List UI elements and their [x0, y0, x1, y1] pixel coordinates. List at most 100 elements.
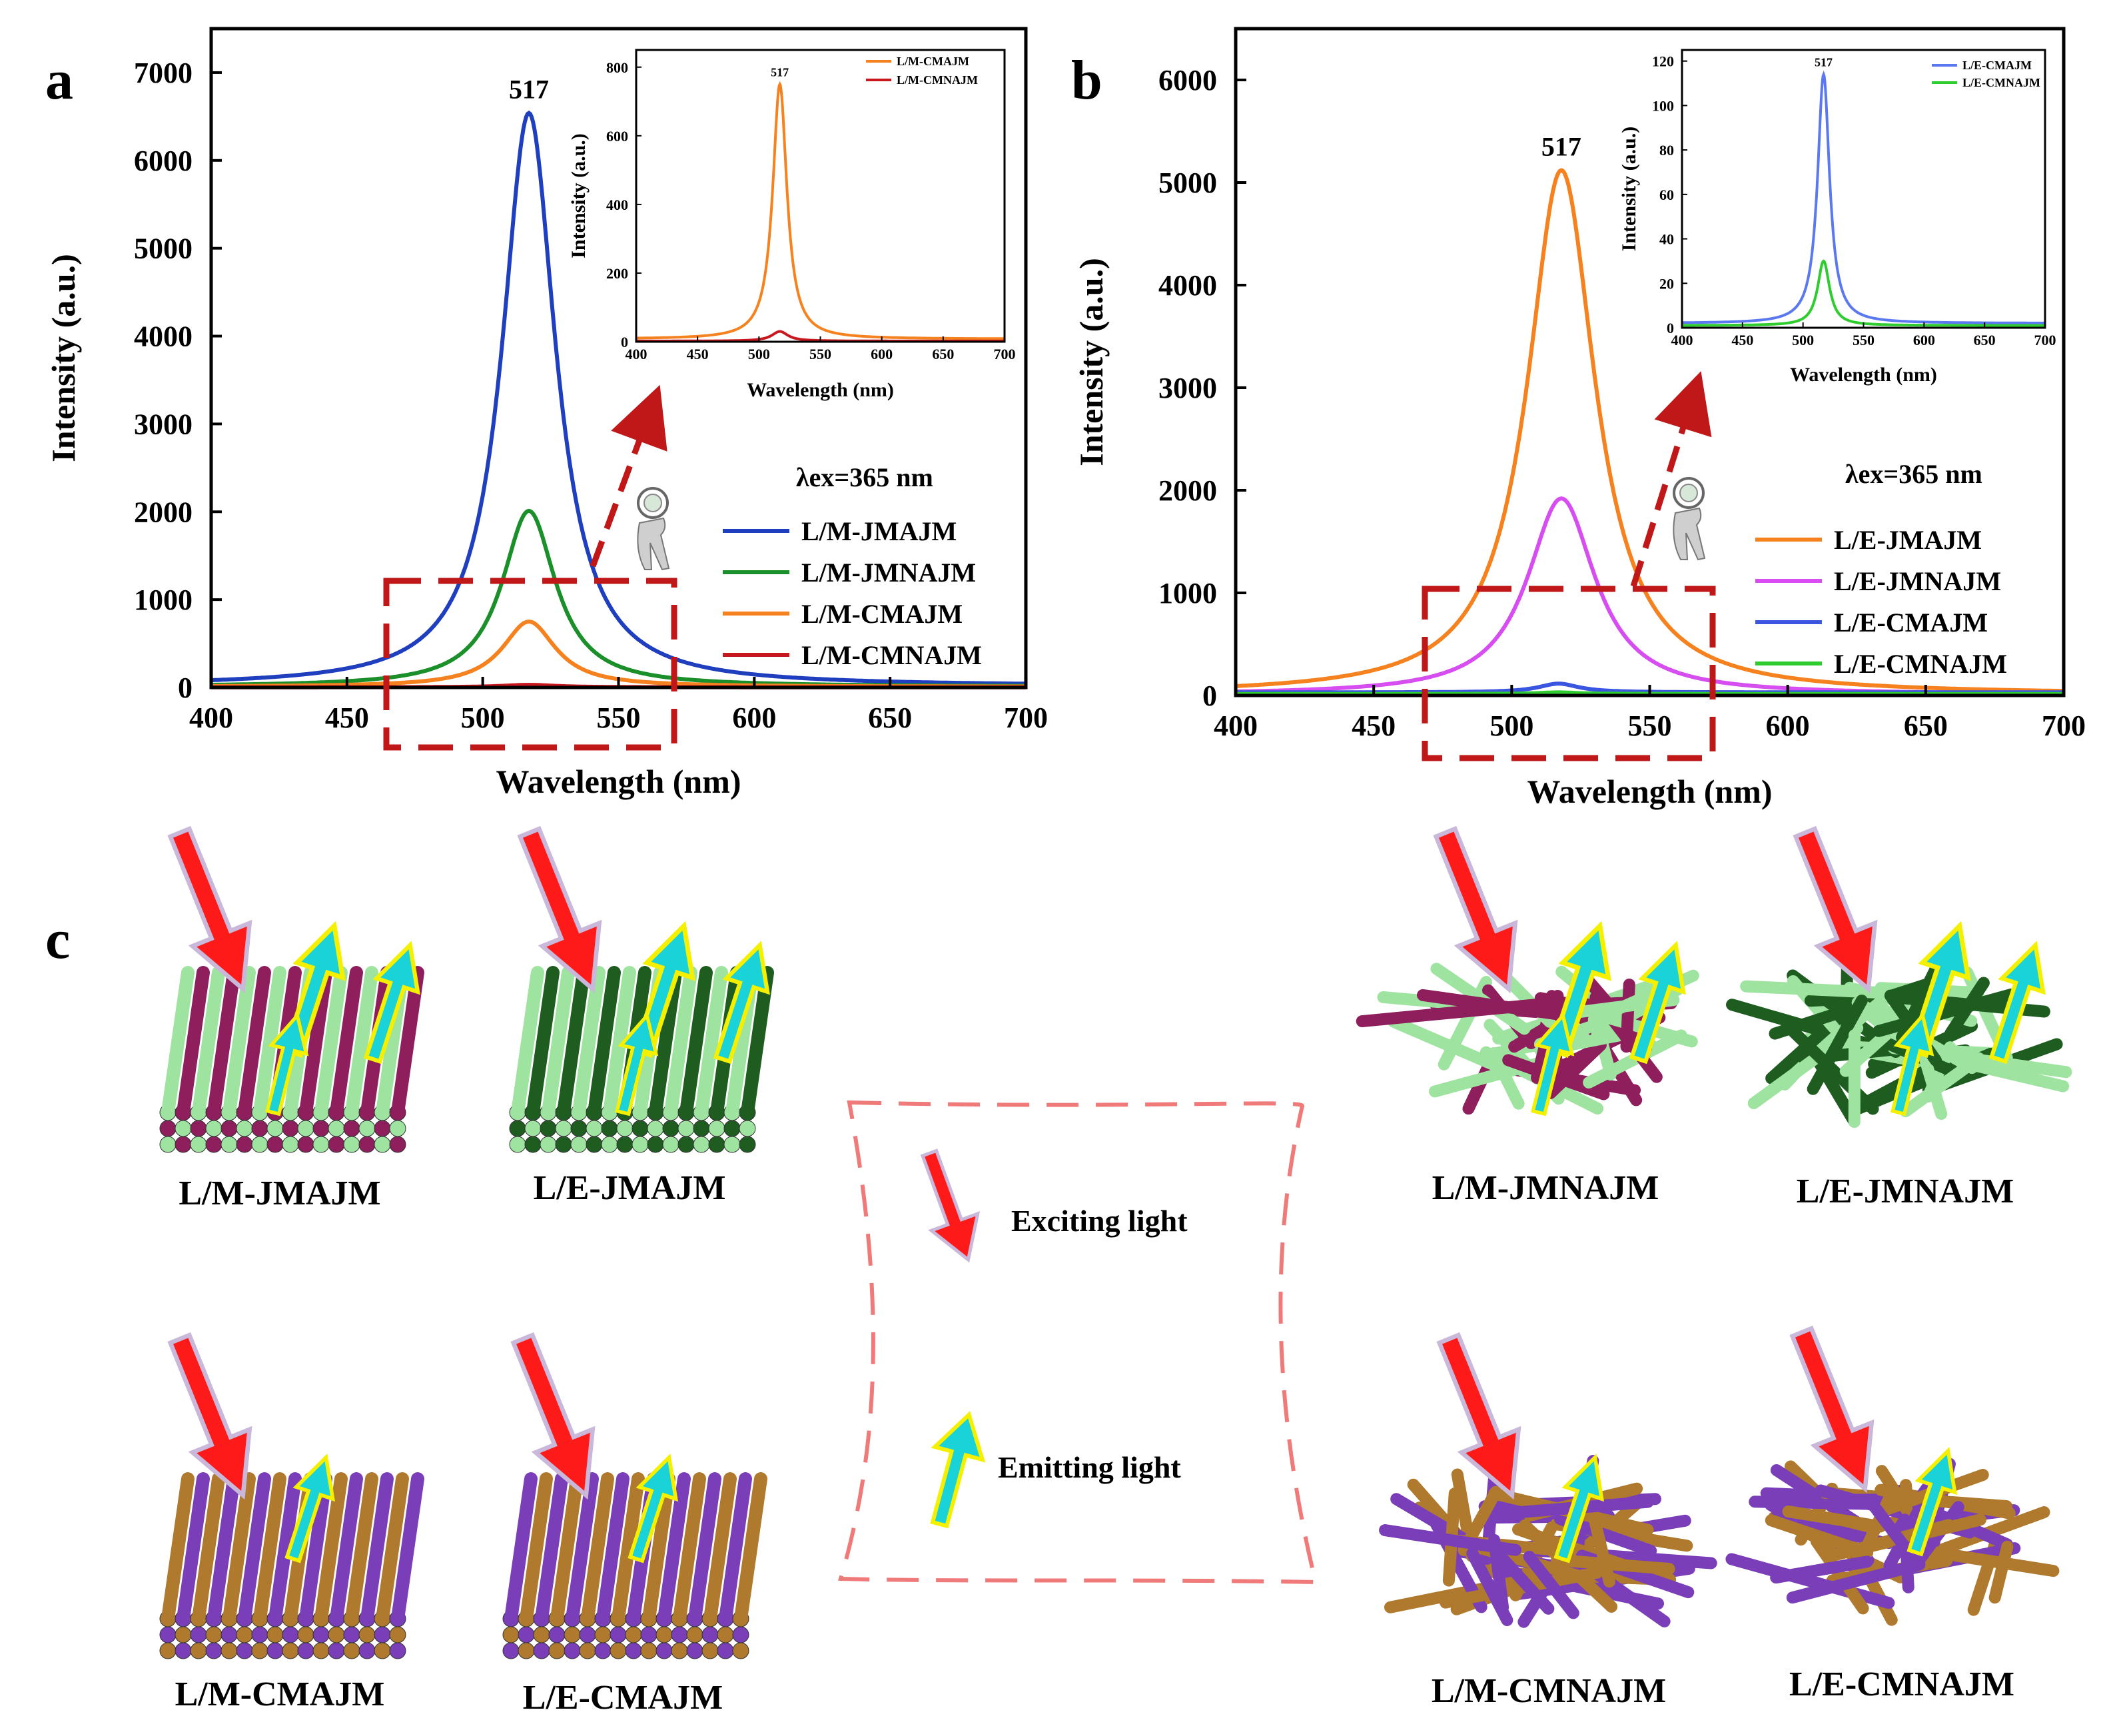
magnifier-figure-icon [1673, 477, 1706, 561]
legend-label: L/M-CMNAJM [801, 640, 982, 670]
arrow-shape [510, 1332, 596, 1500]
arrow-shape [167, 825, 252, 994]
emitting-light-arrow-icon [1906, 1447, 1958, 1557]
fiber-end [343, 1120, 360, 1137]
fiber-end [220, 1626, 238, 1643]
fiber-rod [642, 1472, 675, 1625]
peak-label: 517 [1541, 132, 1581, 162]
y-axis-label: Intensity (a.u.) [1618, 127, 1640, 252]
panel-label-b: b [1071, 49, 1102, 111]
fiber-rod [360, 1472, 394, 1625]
fiber-rod [535, 1472, 568, 1625]
fiber-rod [657, 1472, 691, 1625]
fiber-end [159, 1120, 177, 1137]
fiber-rod [161, 966, 195, 1119]
sample-label: L/E-JMAJM [534, 1169, 726, 1207]
fiber-rod [330, 966, 363, 1119]
fiber-end [647, 1120, 664, 1137]
aligned-fiber-bundle [159, 1472, 424, 1659]
fiber-rod [1620, 978, 1635, 1053]
fiber-rod [314, 966, 348, 1119]
fiber-end [389, 1136, 406, 1153]
fiber-rod [1523, 1550, 1579, 1619]
y-tick-label: 3000 [134, 408, 193, 440]
fiber-rod [1384, 1572, 1539, 1613]
x-axis-label: Wavelength (nm) [747, 379, 894, 401]
fiber-rod [222, 1472, 256, 1625]
emitting-light-arrow-icon [1629, 941, 1686, 1065]
x-tick-label: 450 [1731, 332, 1753, 348]
y-tick-label: 0 [1202, 679, 1217, 712]
x-tick-label: 450 [1352, 709, 1396, 742]
arrow-shape [1906, 1447, 1958, 1557]
fiber-end [548, 1626, 566, 1643]
y-tick-label: 0 [178, 671, 193, 704]
sample-l-m-cmnajm: L/M-CMNAJM [1379, 1332, 1717, 1710]
y-tick-label: 40 [1659, 231, 1674, 248]
fiber-end [686, 1642, 703, 1659]
fiber-end [374, 1642, 391, 1659]
emitting-light-arrow-icon [1531, 1011, 1575, 1116]
sample-label: L/E-CMAJM [523, 1679, 723, 1717]
y-tick-label: 600 [606, 128, 628, 145]
sample-l-m-jmajm: L/M-JMAJM [159, 825, 424, 1212]
emitting-light-arrow-icon [265, 1011, 309, 1116]
fiber-end [190, 1642, 207, 1659]
fiber-rod [719, 1472, 752, 1625]
fiber-end [358, 1642, 376, 1659]
legend-label: L/M-CMAJM [801, 599, 963, 629]
fiber-rod [566, 1472, 599, 1625]
fiber-rod [1771, 1510, 1887, 1548]
sample-l-m-cmajm: L/M-CMAJM [159, 1332, 424, 1713]
fiber-end [717, 1626, 734, 1643]
fiber-rod [1786, 1558, 1926, 1604]
exciting-light-arrow-icon [167, 1332, 252, 1500]
fiber-end [616, 1120, 633, 1137]
excitation-annotation: λex=365 nm [1845, 459, 1982, 489]
fiber-end [723, 1136, 741, 1153]
sample-label: L/M-JMAJM [179, 1174, 380, 1212]
fiber-rod [520, 1472, 553, 1625]
y-tick-label: 100 [1652, 97, 1674, 114]
exciting-light-arrow-icon [1433, 825, 1518, 994]
fiber-end [677, 1136, 695, 1153]
fiber-end [282, 1136, 299, 1153]
fiber-rod [1807, 995, 1868, 1095]
fiber-end [282, 1626, 299, 1643]
fiber-rod [314, 1472, 348, 1625]
fiber-end [159, 1136, 177, 1153]
fiber-end [190, 1120, 207, 1137]
sample-label: L/M-CMNAJM [1432, 1672, 1666, 1710]
fiber-end [518, 1626, 535, 1643]
x-tick-label: 550 [1628, 709, 1672, 742]
chart-b-inset: 400 450 500 550 600 650 700 0 20 40 60 80 100 120 Wave… [1618, 49, 2056, 386]
legend-label: L/E-CMNAJM [1834, 649, 2007, 679]
fiber-rod [550, 1472, 584, 1625]
fiber-rod [238, 1472, 271, 1625]
x-axis-label: Wavelength (nm) [1790, 364, 1937, 386]
fiber-end [297, 1136, 314, 1153]
x-tick-label: 400 [626, 346, 647, 362]
fiber-end [374, 1626, 391, 1643]
x-tick-label: 550 [1853, 332, 1875, 348]
y-tick-label: 5000 [134, 232, 193, 265]
y-tick-label: 3000 [1158, 372, 1217, 404]
fiber-rod [161, 1472, 195, 1625]
fiber-rod [1379, 1524, 1522, 1556]
fiber-end [159, 1626, 177, 1643]
fiber-end [518, 1642, 535, 1659]
fiber-end [266, 1642, 284, 1659]
exciting-light-arrow-icon [167, 825, 252, 994]
legend-label: L/M-JMAJM [801, 516, 957, 546]
fiber-end [328, 1642, 345, 1659]
y-tick-label: 2000 [134, 496, 193, 528]
fiber-end [312, 1642, 330, 1659]
panel-label-a: a [45, 49, 73, 111]
magnifier-figure-icon [637, 487, 670, 571]
fiber-end [570, 1136, 588, 1153]
fiber-rod [741, 966, 774, 1119]
x-axis-label: Wavelength (nm) [496, 763, 741, 800]
fiber-end [540, 1120, 557, 1137]
emitting-light-arrow-icon [615, 1011, 659, 1116]
sample-l-e-jmajm: L/E-JMAJM [509, 825, 774, 1207]
